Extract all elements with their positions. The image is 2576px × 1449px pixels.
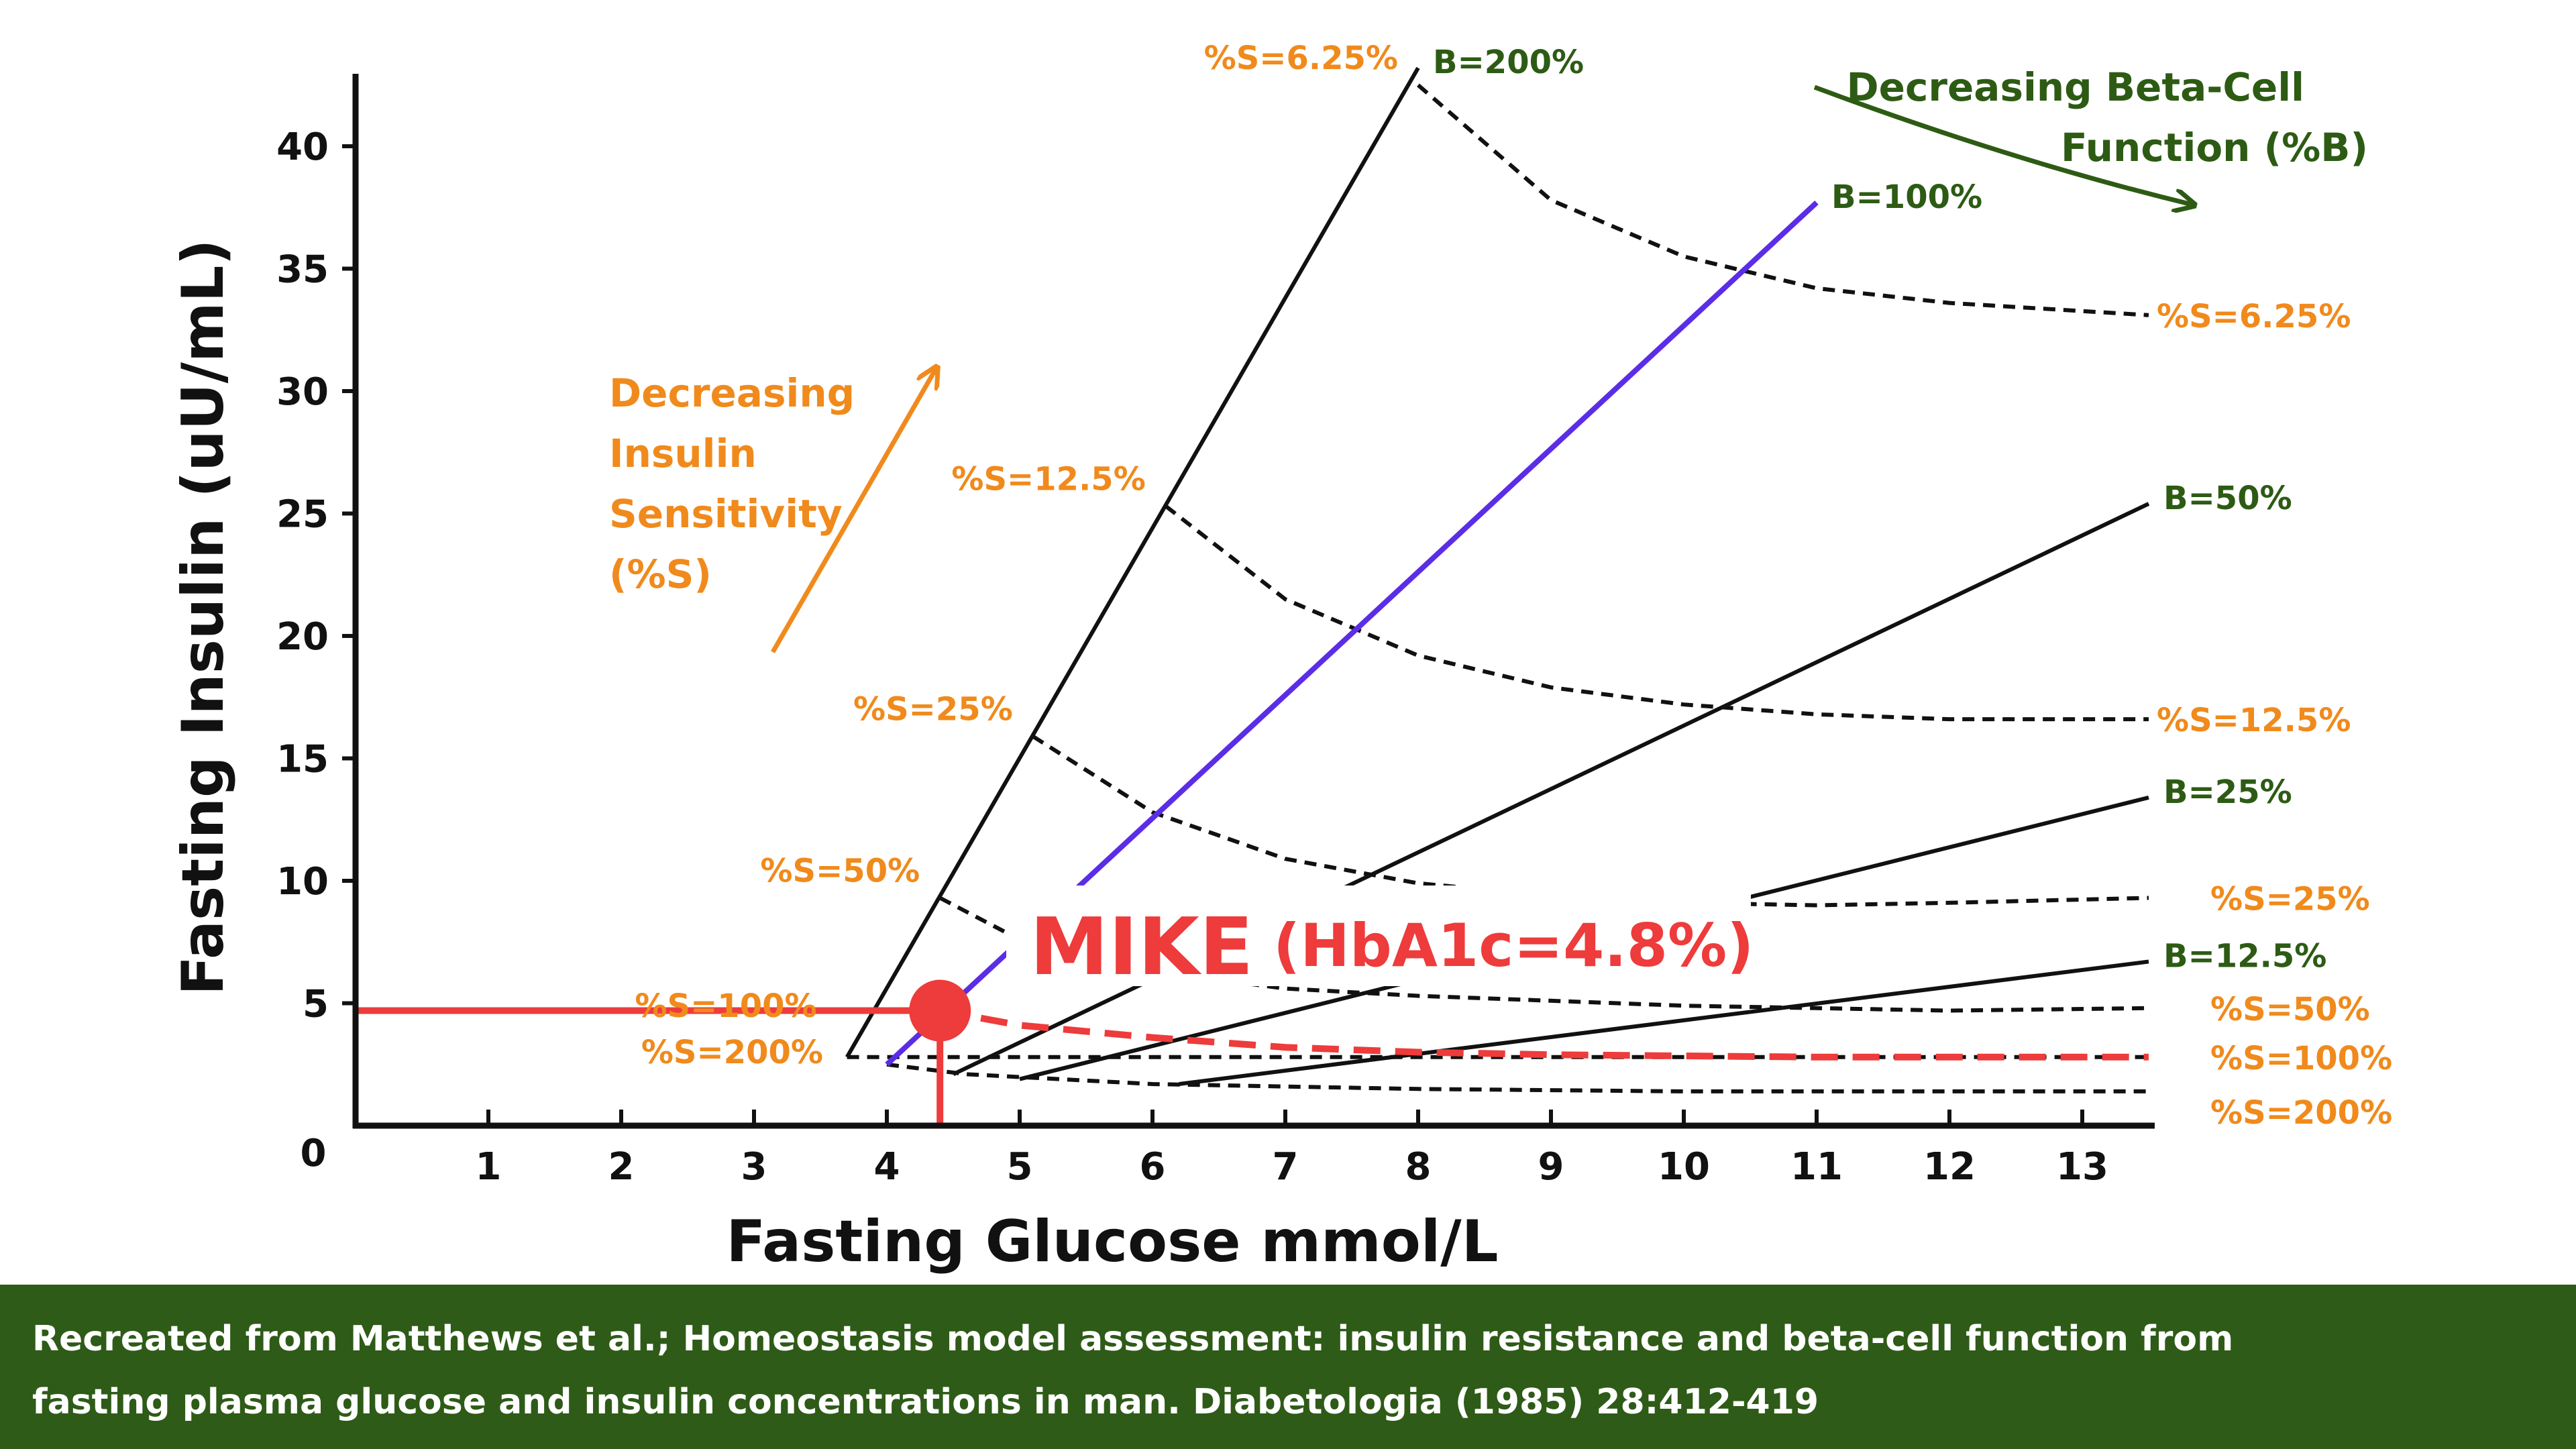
beta-label-b-12-5: B=12.5% (2163, 937, 2326, 975)
beta-cell-arrow-icon (1813, 85, 2192, 205)
sens-label-right-s-12-5: %S=12.5% (2157, 702, 2351, 739)
beta-label-b-100: B=100% (1831, 178, 1982, 216)
x-tick-label: 9 (1538, 1145, 1564, 1189)
x-tick-label: 11 (1790, 1145, 1843, 1189)
subject-name: MIKE (1030, 900, 1253, 993)
sens-label-left-s-25: %S=25% (853, 691, 1013, 729)
sens-label-left-s-50: %S=50% (760, 853, 920, 890)
x-tick-label: 10 (1658, 1145, 1710, 1189)
curve-labels: B=200% B=100% B=50% B=25% B=12.5% %S=6.25% %S=… (635, 40, 2392, 1132)
x-tick-label: 8 (1405, 1145, 1432, 1189)
subject-curve (939, 1007, 2149, 1061)
beta-label-b-50: B=50% (2163, 480, 2292, 517)
subject-marker (356, 979, 2149, 1126)
beta-line-b-12-5 (1179, 959, 2149, 1086)
beta-label-b-25: B=25% (2163, 773, 2292, 811)
subject-hba1c: (HbA1c=4.8%) (1273, 911, 1754, 980)
x-tick-label: 4 (874, 1145, 900, 1189)
curve-s-6-25 (1417, 83, 2149, 317)
sens-label-left-s-100: %S=100% (635, 987, 816, 1025)
y-tick-label: 25 (276, 493, 329, 537)
curve-s-200 (886, 1062, 2149, 1093)
x-tick-label: 3 (741, 1145, 767, 1189)
beta-line-b-200 (845, 66, 1420, 1059)
sens-label-right-s-200: %S=200% (2210, 1094, 2392, 1132)
x-tick-label: 13 (2056, 1145, 2108, 1189)
curve-s-25 (1032, 735, 2149, 908)
homa-chart: 1 2 3 4 5 6 7 8 9 10 11 12 135101520253035400Fasting… (170, 40, 2392, 1275)
x-tick-label: 2 (608, 1145, 635, 1189)
citation-line-1: Recreated from Matthews et al.; Homeosta… (32, 1319, 2234, 1359)
axes: 1 2 3 4 5 6 7 8 9 10 11 12 135101520253035400Fasting… (170, 74, 2155, 1275)
y-tick-label: 30 (276, 370, 329, 414)
y-tick-label: 20 (276, 615, 329, 659)
y-tick-label: 10 (276, 860, 329, 904)
subject-label: MIKE (HbA1c=4.8%) (1006, 885, 1754, 993)
sens-label-left-s-12-5: %S=12.5% (951, 461, 1145, 498)
anno-sens-line1: Decreasing (609, 370, 855, 416)
sens-label-right-s-50: %S=50% (2210, 991, 2370, 1028)
x-tick-label: 12 (1923, 1145, 1976, 1189)
x-tick-label: 7 (1273, 1145, 1299, 1189)
beta-cell-annotation: Decreasing Beta-Cell Function (%B) (1813, 64, 2368, 205)
sens-label-right-s-100: %S=100% (2210, 1040, 2392, 1077)
insulin-sensitivity-annotation: Decreasing Insulin Sensitivity (%S) (609, 369, 936, 653)
sens-label-left-s-6-25: %S=6.25% (1204, 40, 1398, 77)
curve-s-12-5 (1164, 504, 2149, 722)
citation-footer: Recreated from Matthews et al.; Homeosta… (0, 1285, 2576, 1449)
x-tick-label: 5 (1007, 1145, 1033, 1189)
sens-label-left-s-200: %S=200% (641, 1034, 823, 1071)
anno-beta-line2: Function (%B) (2061, 125, 2368, 170)
subject-label-background (1006, 885, 1751, 986)
anno-sens-line4: (%S) (609, 551, 712, 597)
subject-point (909, 979, 971, 1042)
citation-line-2: fasting plasma glucose and insulin conce… (32, 1382, 1819, 1422)
x-tick-label: 1 (476, 1145, 502, 1189)
sensitivity-arrow-icon (770, 369, 936, 653)
anno-sens-line2: Insulin (609, 431, 757, 476)
y-tick-label: 5 (303, 983, 329, 1026)
y-tick-label: 40 (276, 125, 329, 169)
x-tick-label: 6 (1140, 1145, 1166, 1189)
sens-label-right-s-25: %S=25% (2210, 881, 2370, 918)
y-tick-label: 15 (276, 738, 329, 782)
anno-beta-line1: Decreasing Beta-Cell (1847, 64, 2305, 110)
y-tick-label: 35 (276, 248, 329, 292)
x-axis-title: Fasting Glucose mmol/L (726, 1208, 1498, 1275)
anno-sens-line3: Sensitivity (609, 491, 843, 537)
y-axis-title: Fasting Insulin (uU/mL) (170, 239, 237, 996)
sens-label-right-s-6-25: %S=6.25% (2157, 298, 2351, 335)
beta-label-b-200: B=200% (1433, 44, 1584, 81)
origin-label: 0 (301, 1132, 327, 1175)
